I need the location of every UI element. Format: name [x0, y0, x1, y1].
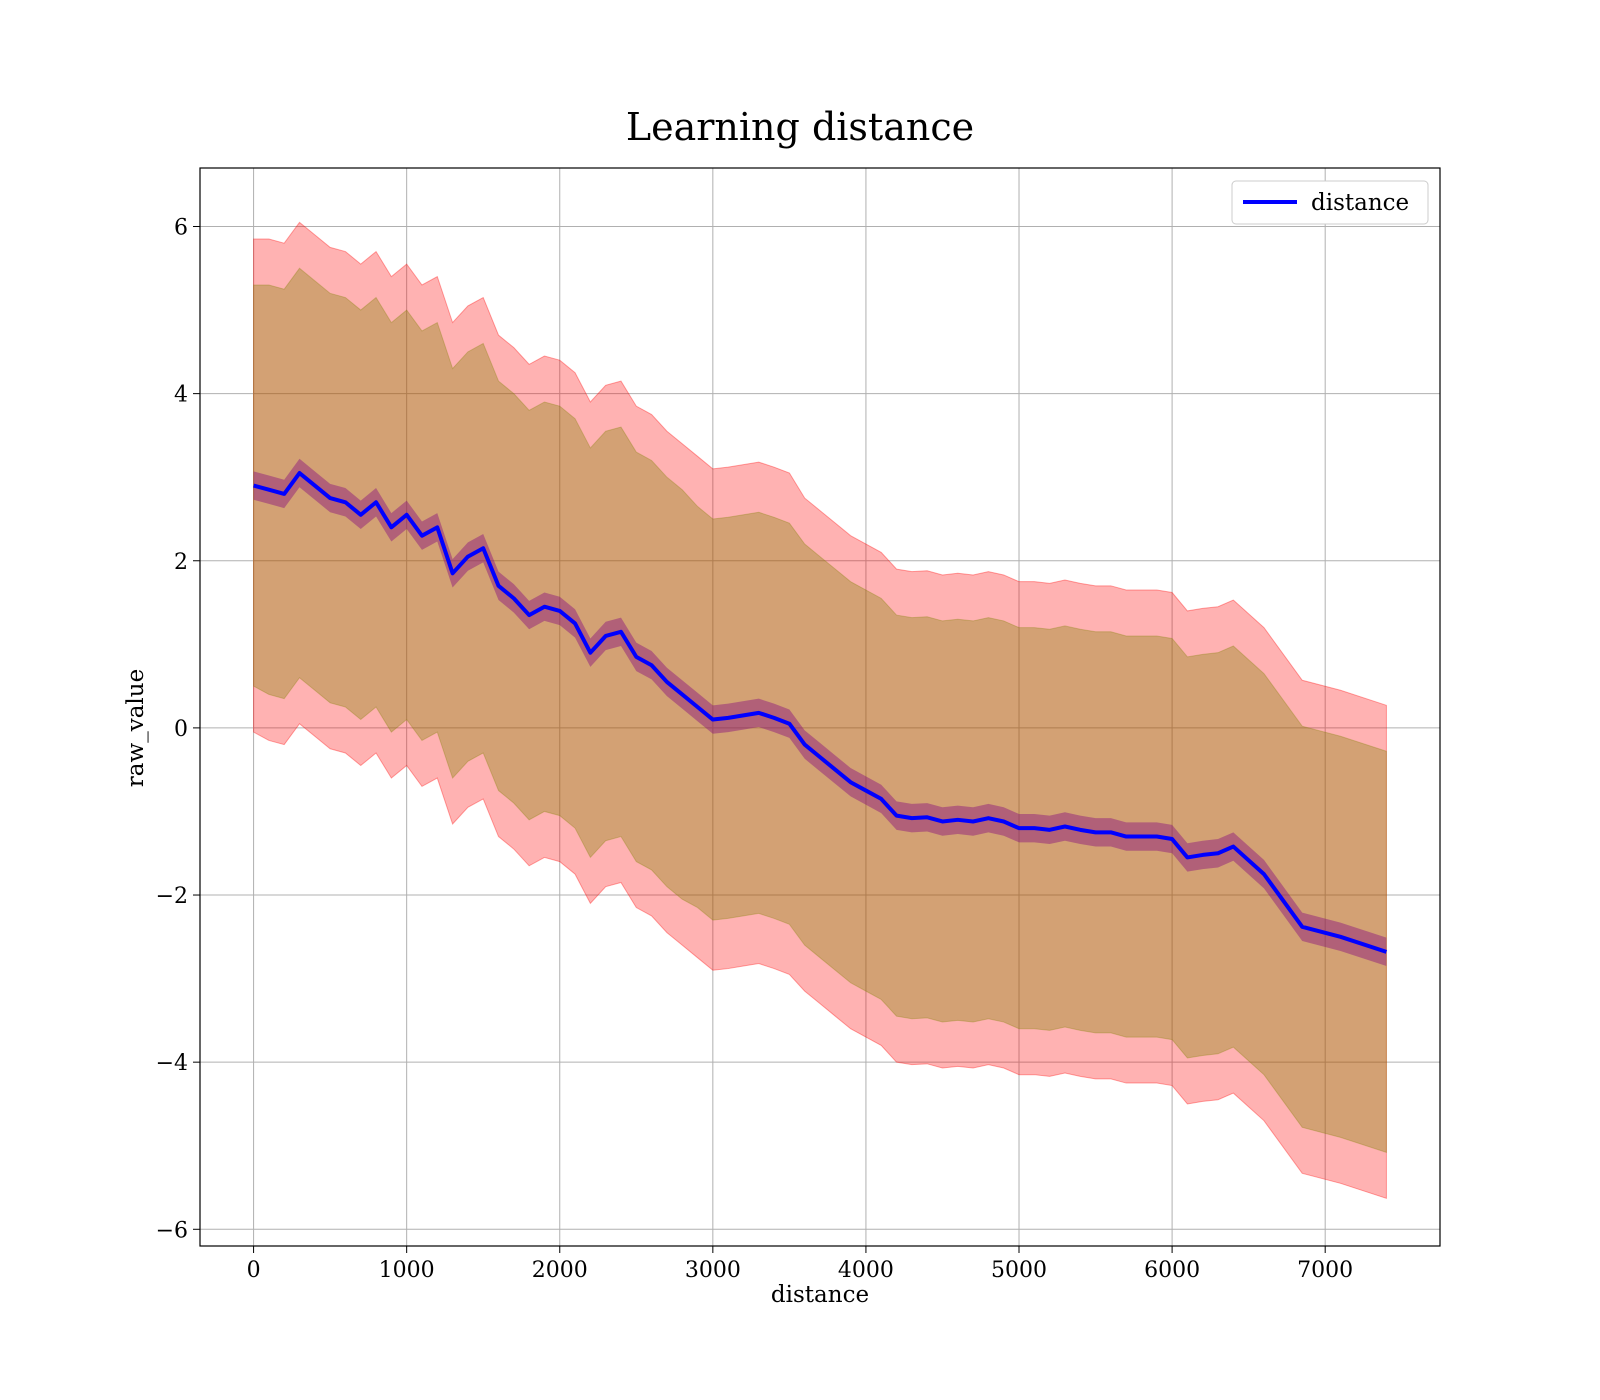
confidence-bands: [253, 221, 1387, 1200]
inner-confidence-band: [253, 267, 1387, 1154]
line-error-band: [253, 458, 1387, 967]
y-tick-label: 0: [174, 717, 188, 742]
x-tick-label: 5000: [991, 1258, 1047, 1283]
x-tick-label: 7000: [1297, 1258, 1353, 1283]
x-tick-label: 3000: [685, 1258, 741, 1283]
legend-box: [1231, 180, 1429, 225]
y-axis-label: raw_value: [123, 669, 149, 787]
plot-frame: [199, 167, 1441, 1247]
grid: [200, 168, 1440, 1246]
legend: distance: [1231, 180, 1429, 225]
y-tick-label: 4: [174, 383, 188, 408]
y-axis: −6 −4 −2 0 2 4 6: [156, 215, 200, 1243]
series-line-distance: [253, 471, 1388, 954]
x-tick-label: 2000: [532, 1258, 588, 1283]
y-tick-label: −2: [156, 884, 188, 909]
y-tick-label: 2: [174, 550, 188, 575]
series-lines: [253, 471, 1388, 954]
outer-confidence-band: [253, 221, 1387, 1200]
y-tick-label: −6: [156, 1218, 188, 1243]
x-tick-label: 1000: [379, 1258, 435, 1283]
x-tick-label: 0: [247, 1258, 261, 1283]
x-tick-label: 4000: [838, 1258, 894, 1283]
x-axis: 0 1000 2000 3000 4000 5000 6000 7000: [247, 1246, 1353, 1283]
y-tick-label: 6: [174, 215, 188, 240]
x-tick-label: 6000: [1144, 1258, 1200, 1283]
legend-entry-distance: distance: [1311, 190, 1409, 216]
chart-title: Learning distance: [626, 105, 974, 149]
y-tick-label: −4: [156, 1051, 188, 1076]
x-axis-label: distance: [771, 1282, 869, 1308]
